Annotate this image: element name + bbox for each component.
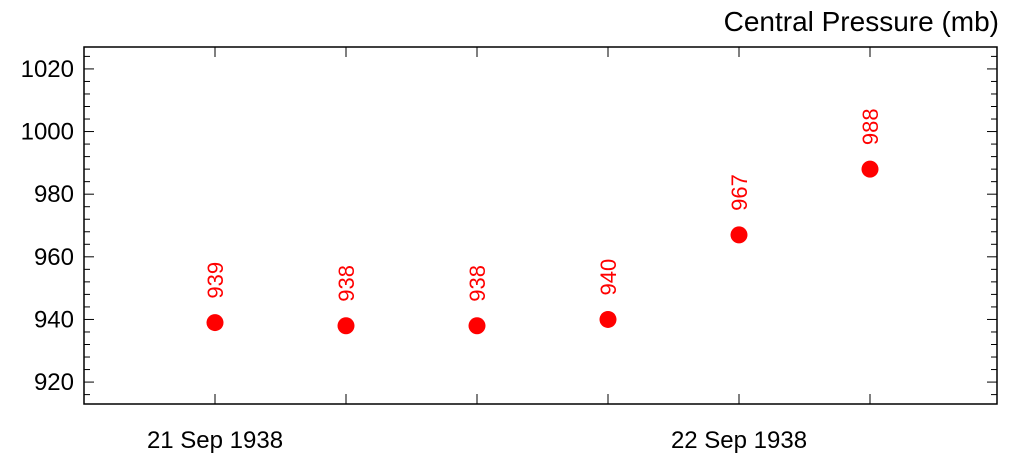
data-label: 939 bbox=[203, 262, 228, 299]
plot-frame bbox=[83, 46, 998, 405]
y-axis: 920 940 960 980 1000 1020 bbox=[21, 55, 997, 396]
x-date-label: 22 Sep 1938 bbox=[671, 427, 807, 454]
data-point bbox=[206, 314, 224, 332]
data-points: 939 938 938 940 967 988 bbox=[203, 108, 883, 335]
y-tick-label: 960 bbox=[34, 244, 74, 271]
data-label: 967 bbox=[727, 174, 752, 211]
data-point bbox=[337, 317, 355, 335]
y-tick-label: 920 bbox=[34, 369, 74, 396]
data-point bbox=[861, 160, 879, 178]
y-tick-label: 940 bbox=[34, 306, 74, 333]
data-label: 938 bbox=[465, 265, 490, 302]
data-label: 988 bbox=[858, 108, 883, 145]
chart-title: Central Pressure (mb) bbox=[723, 6, 999, 37]
data-point bbox=[730, 226, 748, 244]
data-label: 940 bbox=[596, 259, 621, 296]
data-point bbox=[599, 310, 617, 328]
x-date-label: 21 Sep 1938 bbox=[147, 427, 283, 454]
y-tick-label: 1020 bbox=[21, 56, 74, 83]
data-label: 938 bbox=[334, 265, 359, 302]
y-tick-label: 1000 bbox=[21, 119, 74, 146]
x-axis: 21 Sep 1938 22 Sep 1938 bbox=[147, 47, 871, 454]
y-tick-label: 980 bbox=[34, 181, 74, 208]
data-point bbox=[468, 317, 486, 335]
